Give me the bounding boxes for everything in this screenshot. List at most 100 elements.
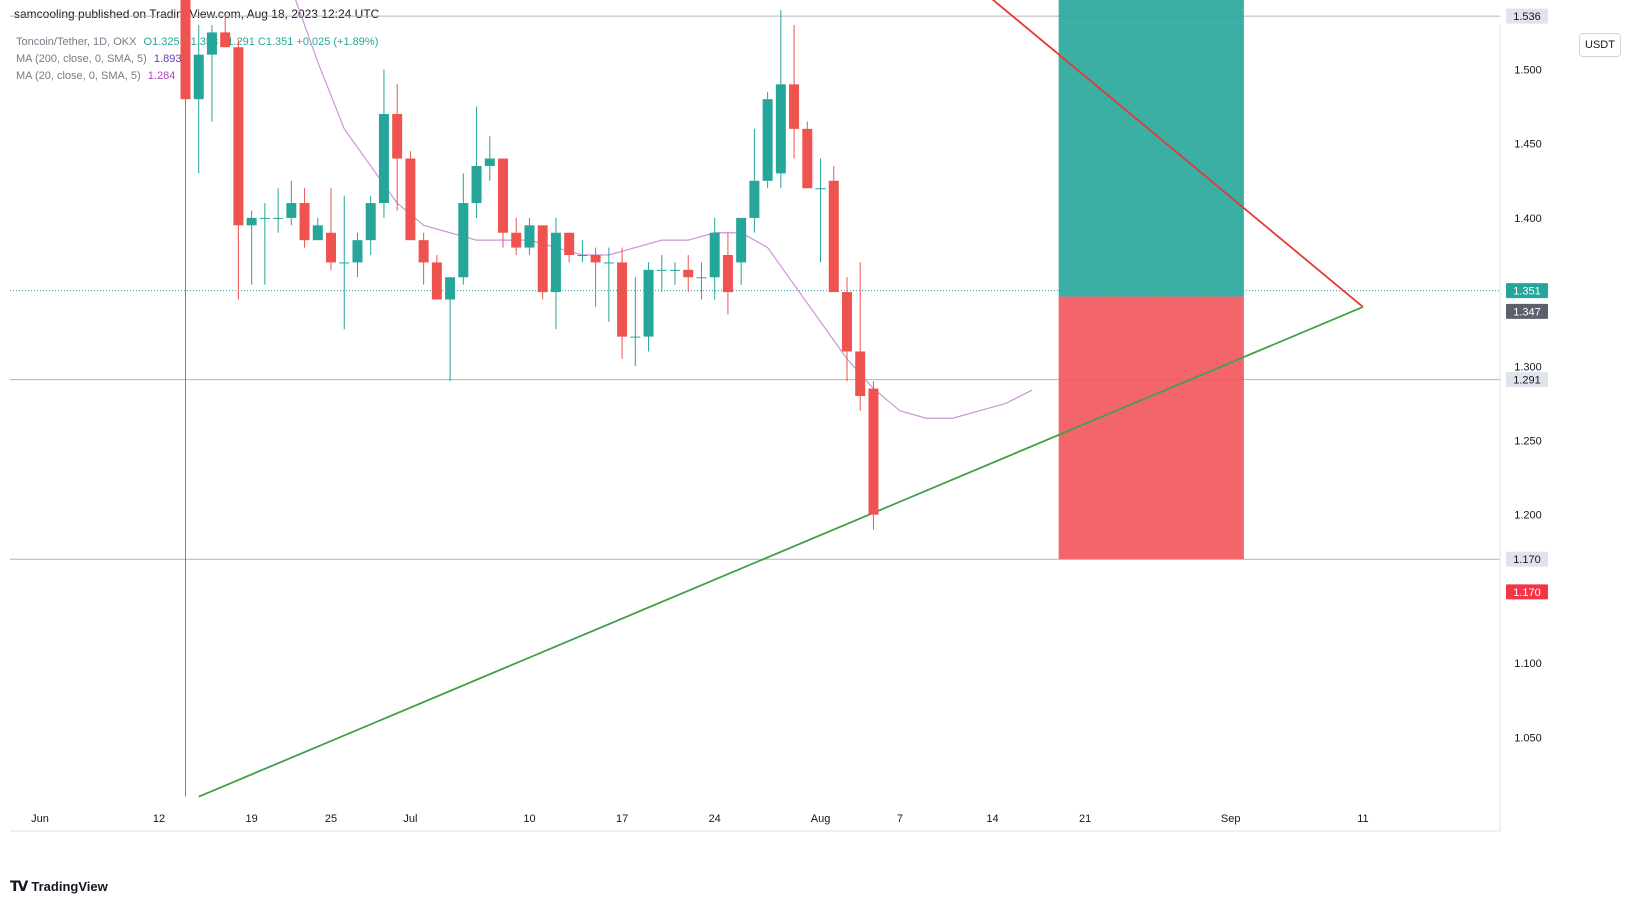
price-axis-label-bg (1506, 303, 1548, 319)
position-profit-zone (1058, 0, 1244, 297)
candle (617, 247, 628, 359)
candle (484, 136, 495, 181)
legend-symbol[interactable]: Toncoin/Tether, 1D, OKX (16, 36, 137, 48)
price-axis-label-text: 1.351 (1513, 286, 1541, 298)
price-axis-label: 1.291 (1506, 372, 1548, 388)
price-axis-label-text: 1.536 (1513, 11, 1541, 23)
price-axis-label-bg (1506, 584, 1548, 600)
candle (326, 188, 337, 270)
candle (828, 165, 839, 293)
candle (339, 195, 350, 330)
candle-body (656, 269, 667, 271)
candle (789, 24, 800, 159)
y-tick-label: 1.400 (1514, 213, 1542, 225)
candle (312, 217, 323, 241)
support-trendline (198, 306, 1364, 798)
candle (180, 0, 191, 797)
candle-body (339, 262, 350, 264)
candle (564, 232, 575, 263)
candle-body (722, 255, 733, 293)
candle-body (392, 114, 403, 159)
candle-body (445, 277, 456, 300)
candle (841, 277, 852, 382)
candle-body (180, 0, 191, 100)
x-tick-label: 11 (1357, 813, 1368, 825)
candle (683, 255, 694, 293)
candle (445, 277, 456, 382)
candle-body (431, 262, 442, 300)
x-tick-label: Jul (403, 813, 417, 825)
candle (193, 24, 204, 174)
candle-body (405, 158, 416, 241)
candle (722, 232, 733, 315)
legend-ma20-label[interactable]: MA (20, close, 0, SMA, 5) (16, 70, 141, 82)
x-tick-label: Sep (1221, 813, 1241, 825)
candle-body (603, 262, 614, 264)
candle-body (709, 232, 720, 278)
candle-body (696, 277, 707, 279)
candle-body (802, 128, 813, 189)
candle-body (643, 269, 654, 337)
legend-ma200-row: MA (200, close, 0, SMA, 5) 1.893 (16, 51, 378, 68)
candle-body (418, 240, 429, 263)
candle (550, 217, 561, 330)
candle-body (378, 114, 389, 204)
candle-body (259, 217, 270, 219)
candle (802, 121, 813, 189)
x-tick-label: 19 (246, 813, 258, 825)
candle-body (789, 84, 800, 129)
legend-symbol-row: Toncoin/Tether, 1D, OKX O1.325 H1.358 L1… (16, 34, 378, 51)
y-tick-label: 1.300 (1514, 361, 1542, 373)
candle (498, 158, 509, 248)
candle-body (365, 203, 376, 241)
y-tick-label: 1.200 (1514, 510, 1542, 522)
x-tick-label: 7 (897, 813, 903, 825)
candle (603, 247, 614, 322)
legend-ma20-value: 1.284 (147, 70, 176, 82)
candle (286, 180, 297, 226)
y-tick-label: 1.250 (1514, 436, 1542, 448)
candle-body (233, 47, 244, 226)
currency-button[interactable]: USDT (1579, 33, 1621, 57)
price-chart[interactable]: 1.0501.1001.1501.2001.2501.3001.3501.400… (0, 0, 1634, 870)
price-axis-label-bg (1506, 283, 1548, 299)
candle (431, 255, 442, 300)
candle (577, 240, 588, 263)
resistance-trendline (991, 0, 1364, 308)
candle (246, 210, 257, 285)
candle-body (762, 99, 773, 181)
candle (656, 255, 667, 293)
candle (392, 84, 403, 211)
candle-body (511, 232, 522, 248)
price-axis-label: 1.347 (1506, 303, 1548, 319)
candle (749, 128, 760, 233)
candle (273, 188, 284, 233)
x-tick-label: 25 (325, 813, 337, 825)
candle-body (206, 32, 217, 55)
candle-body (775, 84, 786, 174)
candle (630, 277, 641, 367)
price-axis-label-text: 1.170 (1513, 554, 1541, 566)
y-tick-label: 1.100 (1514, 658, 1542, 670)
candle-body (524, 225, 535, 248)
legend-ohlc: O1.325 H1.358 L1.291 C1.351 +0.025 (+1.8… (143, 36, 379, 48)
price-axis-label-bg (1506, 8, 1548, 24)
candle-body (471, 165, 482, 204)
tradingview-logo[interactable]: 𝗧𝗩 TradingView (10, 878, 108, 895)
x-tick-label: Aug (811, 813, 831, 825)
candle (405, 151, 416, 241)
candle-body (484, 158, 495, 166)
x-tick-label: 21 (1079, 813, 1091, 825)
x-tick-label: Jun (31, 813, 49, 825)
candle (643, 262, 654, 352)
candle (511, 217, 522, 255)
x-tick-label: 24 (709, 813, 721, 825)
price-axis-label-text: 1.170 (1513, 587, 1541, 599)
candle-body (299, 203, 310, 241)
y-tick-label: 1.550 (1514, 0, 1542, 2)
candle-body (458, 203, 469, 278)
candle-body (670, 269, 680, 271)
candle (537, 225, 548, 300)
legend-ma200-label[interactable]: MA (200, close, 0, SMA, 5) (16, 53, 147, 65)
y-tick-label: 1.050 (1514, 732, 1542, 744)
